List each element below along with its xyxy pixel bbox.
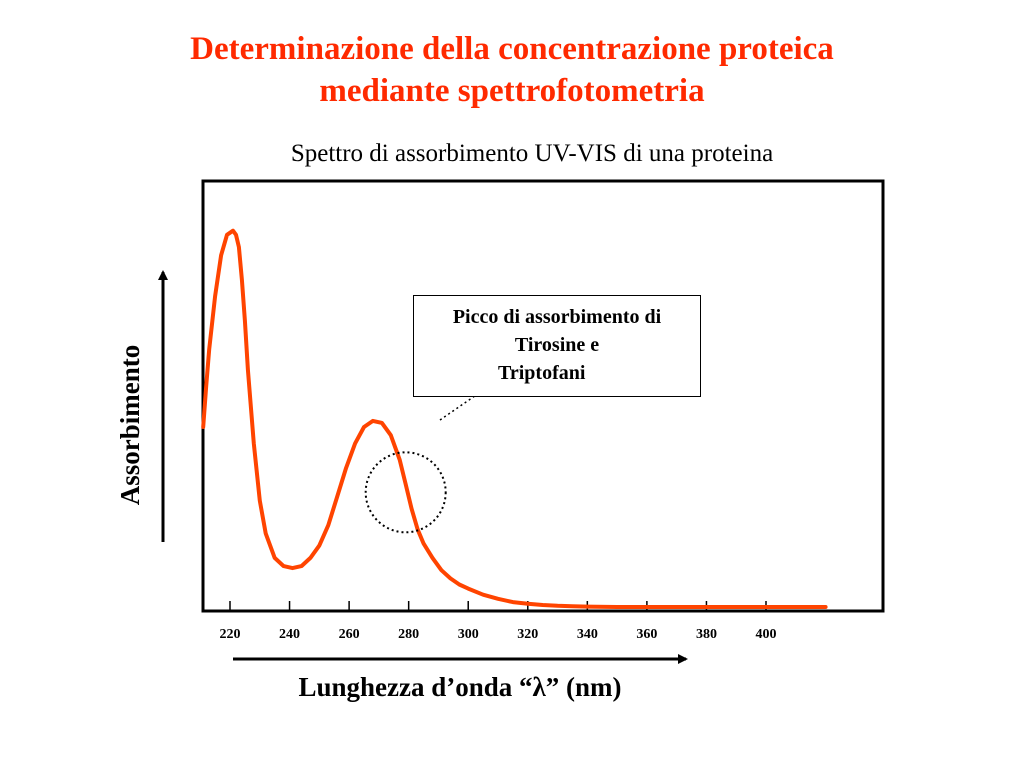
x-tick-label: 400: [756, 627, 777, 642]
x-tick-label: 300: [458, 627, 479, 642]
annotation-line-3: Triptofani: [498, 362, 586, 384]
x-tick-label: 380: [696, 627, 717, 642]
x-ticks: 220 240 260 280 300 320 340 360 380 400: [220, 601, 777, 642]
slide-title: Determinazione della concentrazione prot…: [0, 28, 1024, 112]
x-tick-label: 240: [279, 627, 300, 642]
x-tick-label: 320: [517, 627, 538, 642]
x-tick-label: 280: [398, 627, 419, 642]
x-axis-label: Lunghezza d’onda “λ” (nm): [298, 672, 622, 702]
peak-annotation-box: Picco di assorbimento di Tirosine e Trip…: [413, 295, 701, 397]
x-tick-label: 220: [220, 627, 241, 642]
chart-title: Spettro di assorbimento UV-VIS di una pr…: [290, 140, 774, 167]
y-axis-label: Assorbimento: [115, 345, 145, 506]
x-tick-label: 340: [577, 627, 598, 642]
annotation-line-2: Tirosine e: [514, 334, 600, 356]
annotation-line-1: Picco di assorbimento di: [452, 306, 662, 328]
absorbance-series-line: [201, 228, 828, 609]
slide-title-line-2: mediante spettrofotometria: [319, 73, 705, 109]
peak-highlight-circle: [364, 451, 447, 534]
plot-frame: [201, 179, 885, 613]
x-tick-label: 260: [339, 627, 360, 642]
slide-title-line-1: Determinazione della concentrazione prot…: [190, 31, 834, 67]
x-tick-label: 360: [636, 627, 657, 642]
